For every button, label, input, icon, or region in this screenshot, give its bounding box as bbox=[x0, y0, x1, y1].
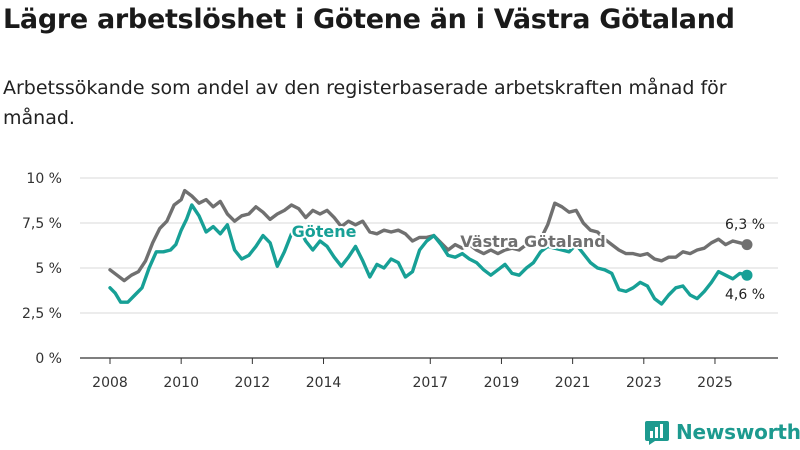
x-tick-label: 2014 bbox=[306, 375, 342, 391]
newsworthy-logo: Newsworthy bbox=[644, 419, 800, 445]
gotene-end-point bbox=[741, 269, 753, 281]
x-tick-label: 2012 bbox=[235, 375, 271, 391]
chart-title: Lägre arbetslöshet i Götene än i Västra … bbox=[3, 4, 735, 35]
gotene-end-label: 4,6 % bbox=[725, 287, 765, 303]
x-tick-label: 2023 bbox=[626, 375, 662, 391]
vastra-gotaland-end-point bbox=[741, 239, 753, 251]
brand-name: Newsworthy bbox=[676, 420, 800, 444]
series-layer bbox=[108, 188, 753, 306]
y-tick-label: 2,5 % bbox=[22, 306, 62, 322]
gotene-series-label: Götene bbox=[292, 222, 357, 241]
y-tick-label: 5 % bbox=[35, 261, 62, 277]
x-tick-label: 2025 bbox=[697, 375, 733, 391]
chart-subtitle: Arbetssökande som andel av den registerb… bbox=[3, 77, 727, 129]
y-tick-label: 10 % bbox=[26, 171, 62, 187]
vastra-gotaland-series-line bbox=[108, 188, 749, 283]
x-tick-label: 2010 bbox=[163, 375, 199, 391]
x-tick-label: 2008 bbox=[92, 375, 128, 391]
vastra-gotaland-end-label: 6,3 % bbox=[725, 217, 765, 233]
vastra-gotaland-series-label: Västra Götaland bbox=[460, 232, 605, 251]
label-layer: Västra Götaland Götene 6,3 % 4,6 % bbox=[290, 217, 765, 303]
x-tick-label: 2017 bbox=[412, 375, 448, 391]
x-tick-label: 2019 bbox=[484, 375, 520, 391]
bar-chart-icon bbox=[645, 421, 669, 445]
gotene-series-line bbox=[108, 203, 749, 306]
x-tick-label: 2021 bbox=[555, 375, 591, 391]
y-tick-label: 7,5 % bbox=[22, 216, 62, 232]
grid-layer bbox=[80, 177, 778, 359]
y-tick-label: 0 % bbox=[35, 351, 62, 367]
axis-layer: 0 % 2,5 % 5 % 7,5 % 10 % 2008 2010 2012 2014 2017… bbox=[22, 171, 733, 391]
